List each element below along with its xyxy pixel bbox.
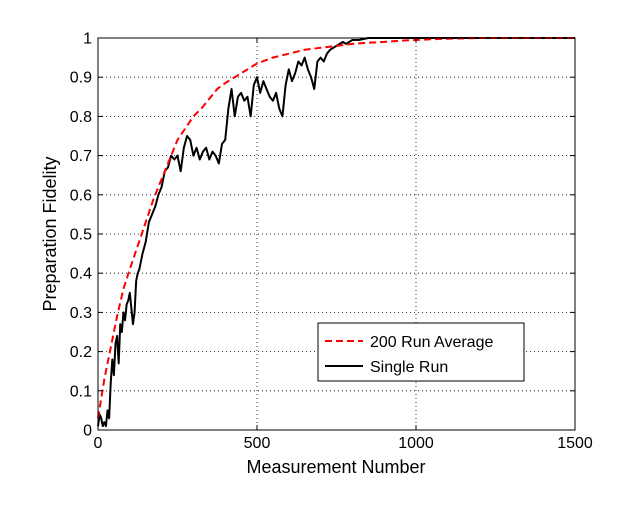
y-tick-label: 0.5 bbox=[70, 227, 92, 244]
x-tick-label: 500 bbox=[244, 435, 271, 452]
x-axis-label: Measurement Number bbox=[246, 457, 425, 477]
legend-label-single-run: Single Run bbox=[370, 359, 448, 376]
y-axis-label: Preparation Fidelity bbox=[40, 156, 60, 311]
y-tick-label: 0.8 bbox=[70, 109, 92, 126]
legend: 200 Run Average Single Run bbox=[317, 322, 525, 382]
y-tick-label: 0.2 bbox=[70, 344, 92, 361]
y-tick-label: 0 bbox=[83, 423, 92, 440]
y-tick-label: 0.1 bbox=[70, 383, 92, 400]
series-layer bbox=[97, 37, 575, 428]
y-tick-label: 0.9 bbox=[70, 70, 92, 87]
y-tick-label: 0.4 bbox=[70, 266, 92, 283]
x-tick-label: 1000 bbox=[398, 435, 434, 452]
y-tick-label: 0.7 bbox=[70, 148, 92, 165]
y-tick-label: 1 bbox=[83, 31, 92, 48]
grid bbox=[98, 38, 575, 430]
ticks: 0 500 1000 1500 0 0.1 0.2 0.3 0.4 0.5 0.6 0.7 0.8 0.9… bbox=[70, 31, 593, 453]
y-tick-label: 0.6 bbox=[70, 187, 92, 204]
legend-box bbox=[317, 322, 525, 382]
legend-label-average: 200 Run Average bbox=[370, 334, 493, 351]
y-tick-label: 0.3 bbox=[70, 305, 92, 322]
series-line-average bbox=[97, 37, 575, 419]
series-line-single-run bbox=[97, 37, 575, 428]
x-tick-label: 0 bbox=[94, 435, 103, 452]
x-tick-label: 1500 bbox=[557, 435, 593, 452]
